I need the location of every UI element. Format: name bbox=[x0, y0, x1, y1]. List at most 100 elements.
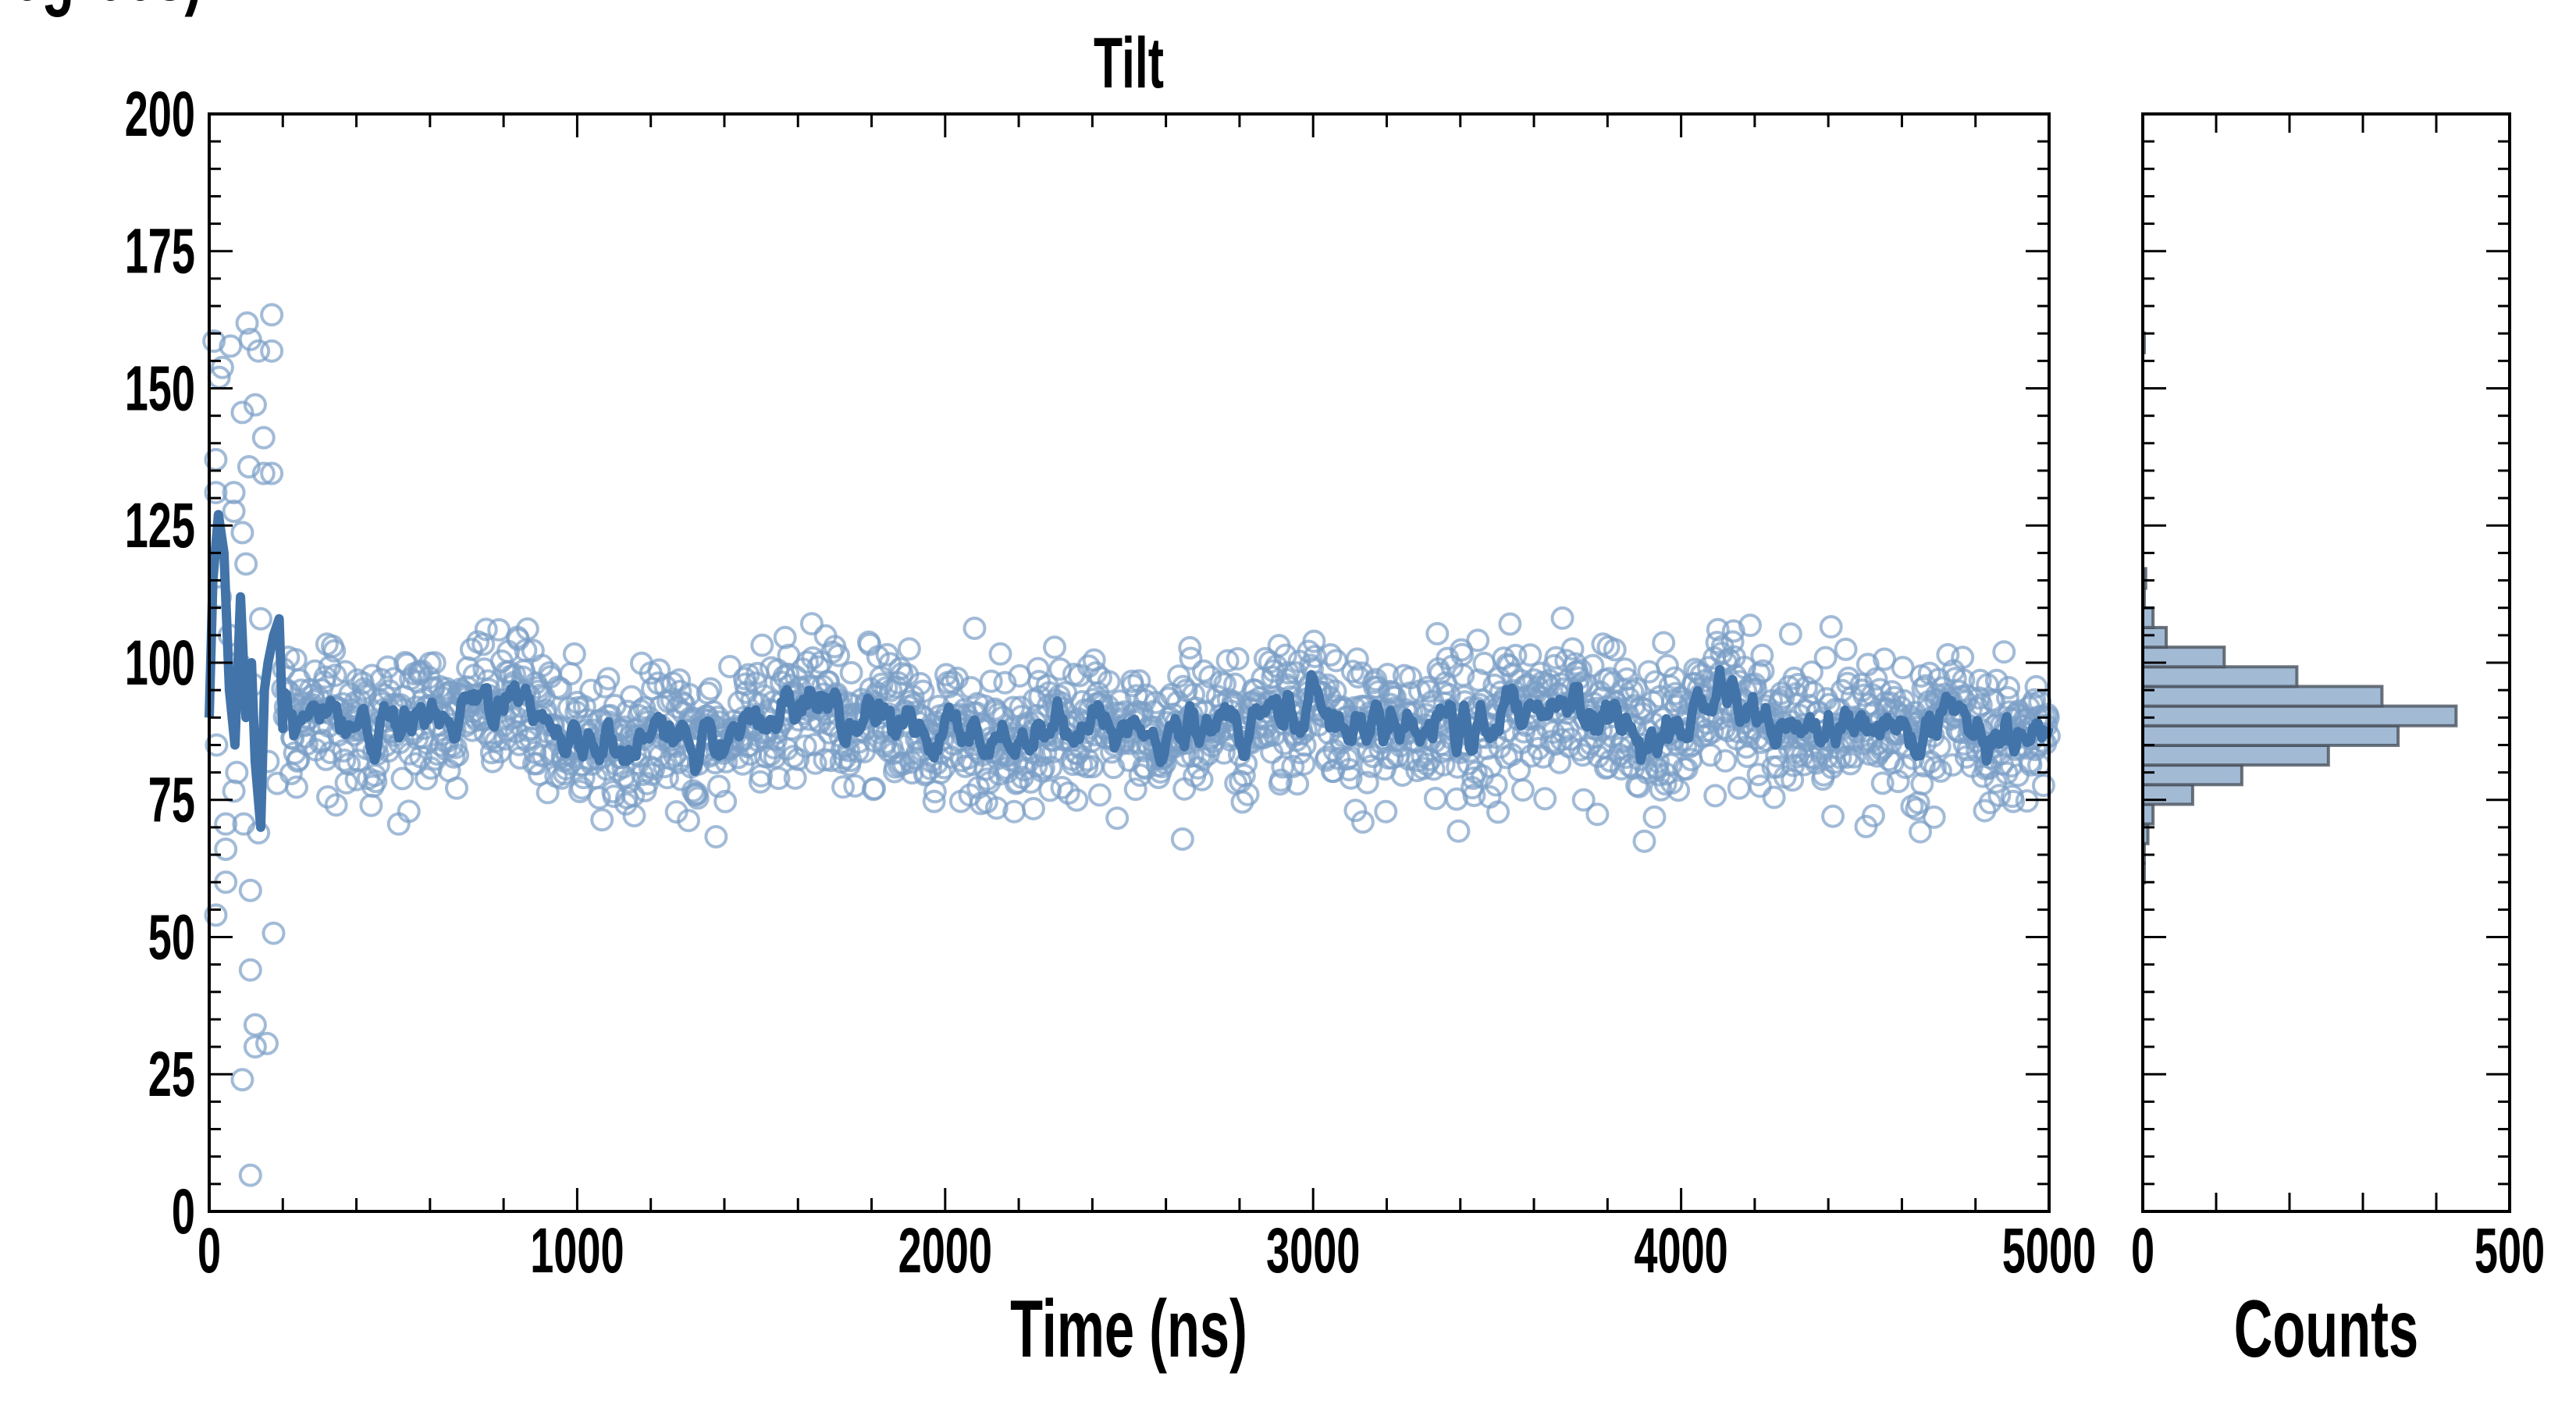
data-point bbox=[1834, 637, 1858, 661]
data-point bbox=[1778, 622, 1802, 646]
x-tick-label: 3000 bbox=[1266, 1215, 1360, 1286]
data-point bbox=[1462, 783, 1486, 807]
data-point bbox=[1484, 773, 1508, 797]
data-point bbox=[1706, 617, 1730, 642]
data-point bbox=[713, 789, 738, 813]
chart-title: Tilt bbox=[1094, 22, 1164, 103]
data-point bbox=[984, 796, 1009, 820]
data-point bbox=[1339, 766, 1363, 790]
data-point bbox=[230, 521, 254, 545]
x-tick-label: 4000 bbox=[1634, 1215, 1727, 1286]
data-point bbox=[676, 809, 700, 833]
data-point bbox=[1466, 628, 1490, 653]
data-point bbox=[324, 793, 348, 817]
histogram-bar bbox=[2141, 724, 2400, 747]
data-point bbox=[1571, 788, 1596, 812]
data-point bbox=[514, 728, 539, 752]
data-point bbox=[1212, 741, 1236, 765]
data-point bbox=[364, 770, 388, 794]
y-tick-label: 175 bbox=[125, 215, 195, 286]
data-point bbox=[1721, 619, 1745, 643]
data-point bbox=[214, 812, 238, 836]
main-axes-frame bbox=[208, 112, 2051, 1213]
data-point bbox=[1560, 637, 1585, 661]
data-point bbox=[397, 799, 421, 823]
data-point bbox=[1751, 659, 1775, 683]
data-point bbox=[446, 743, 470, 767]
data-point bbox=[323, 663, 347, 688]
data-point bbox=[237, 455, 261, 479]
y-tick-label: 75 bbox=[148, 763, 195, 835]
data-point bbox=[243, 1012, 267, 1037]
data-point bbox=[316, 785, 340, 809]
data-point bbox=[515, 617, 539, 641]
data-point bbox=[1050, 776, 1074, 800]
data-point bbox=[773, 625, 797, 649]
y-tick-label: 25 bbox=[148, 1038, 195, 1110]
data-point bbox=[1510, 778, 1535, 802]
data-point bbox=[202, 329, 226, 354]
data-point bbox=[1005, 770, 1030, 795]
hist-x-tick-label: 500 bbox=[2475, 1215, 2545, 1286]
data-point bbox=[1581, 653, 1605, 678]
data-point bbox=[587, 786, 611, 810]
data-point bbox=[459, 638, 483, 662]
data-point bbox=[1226, 647, 1250, 671]
data-point bbox=[1518, 643, 1542, 667]
histogram-bars bbox=[2141, 331, 2458, 885]
data-point bbox=[831, 775, 855, 799]
data-point bbox=[1652, 631, 1676, 655]
data-point bbox=[1762, 785, 1786, 809]
data-point bbox=[1700, 720, 1724, 744]
data-point bbox=[1281, 754, 1305, 778]
data-point bbox=[1167, 664, 1191, 688]
data-point bbox=[1821, 804, 1845, 828]
data-point bbox=[827, 643, 851, 667]
data-point bbox=[238, 1163, 262, 1187]
data-point bbox=[685, 786, 710, 810]
data-point bbox=[1178, 635, 1202, 660]
data-point bbox=[260, 303, 284, 327]
data-point bbox=[222, 481, 246, 505]
data-point bbox=[1984, 668, 2008, 692]
data-point bbox=[706, 774, 731, 799]
data-point bbox=[238, 878, 262, 902]
y-tick-label: 0 bbox=[172, 1176, 195, 1247]
y-tick-label: 125 bbox=[125, 489, 195, 561]
data-point bbox=[1273, 643, 1297, 667]
data-point bbox=[817, 670, 841, 694]
data-point bbox=[1928, 759, 1952, 783]
data-point bbox=[1445, 787, 1469, 811]
data-point bbox=[1345, 647, 1369, 671]
data-point bbox=[678, 682, 702, 706]
data-point bbox=[260, 339, 284, 363]
data-point bbox=[1813, 646, 1838, 670]
data-point bbox=[962, 616, 987, 640]
data-point bbox=[1727, 776, 1751, 800]
data-point bbox=[1108, 689, 1132, 713]
data-point bbox=[704, 824, 728, 848]
data-point bbox=[562, 642, 586, 666]
data-point bbox=[445, 776, 469, 800]
data-point bbox=[248, 606, 272, 631]
data-point bbox=[471, 632, 496, 656]
data-point bbox=[922, 789, 946, 813]
data-point bbox=[1699, 743, 1723, 767]
data-point bbox=[1909, 820, 1933, 844]
data-point bbox=[322, 638, 347, 663]
data-point bbox=[1750, 643, 1774, 667]
data-point bbox=[1891, 656, 1915, 680]
data-point bbox=[1302, 629, 1326, 653]
histogram-bar bbox=[2141, 665, 2299, 688]
x-tick-label: 5000 bbox=[2002, 1215, 2096, 1286]
data-point bbox=[1819, 615, 1843, 639]
data-point bbox=[699, 677, 723, 701]
data-point bbox=[1048, 657, 1073, 681]
histogram-bar bbox=[2141, 625, 2169, 649]
data-point bbox=[474, 617, 498, 642]
data-point bbox=[1198, 665, 1222, 689]
data-point bbox=[1123, 777, 1147, 802]
y-tick-label: 50 bbox=[148, 901, 195, 973]
